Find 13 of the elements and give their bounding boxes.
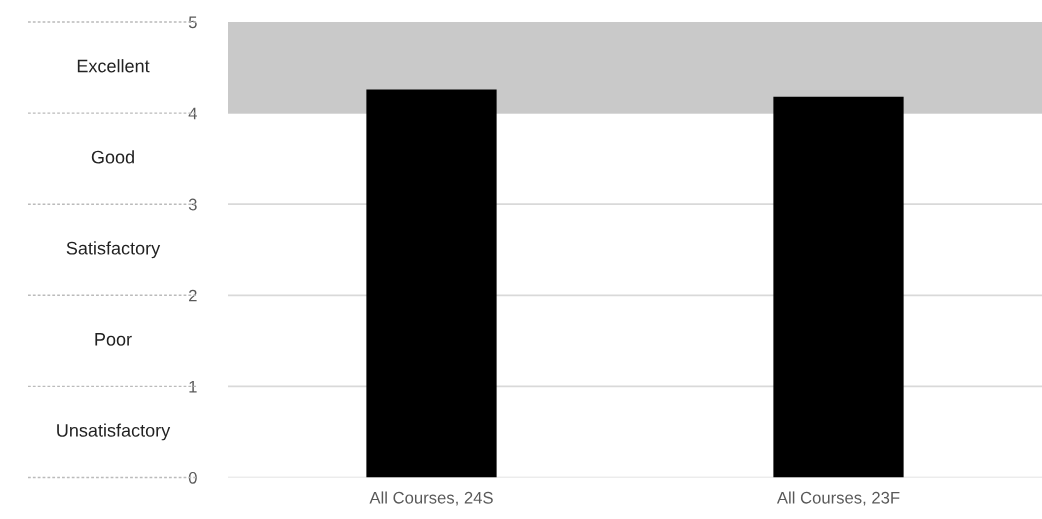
text: Satisfactory <box>66 241 161 259</box>
y-tick-label: 4 <box>188 107 197 120</box>
x-tick-label: All Courses, 23F <box>776 491 900 506</box>
text: Good <box>91 150 134 164</box>
y-tick-label: 1 <box>189 380 197 393</box>
x-tick-label: All Courses, 24S <box>369 491 493 506</box>
text: Excellent <box>77 59 150 73</box>
text: Unsatisfactory <box>57 423 171 441</box>
y-tick-label: 0 <box>188 471 197 484</box>
y-tick-label: 2 <box>189 289 197 302</box>
y-tick-label: 5 <box>188 16 197 29</box>
y-tick-label: 3 <box>188 198 197 211</box>
text: Poor <box>95 333 132 346</box>
